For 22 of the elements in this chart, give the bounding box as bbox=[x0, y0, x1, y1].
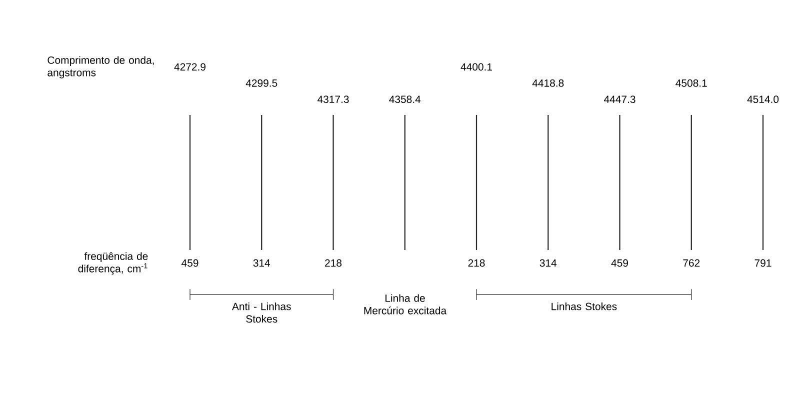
category-label: 4272.9 bbox=[174, 63, 206, 71]
data-label: 314 bbox=[253, 259, 270, 267]
data-label: 791 bbox=[754, 259, 772, 267]
data-label: 459 bbox=[182, 259, 198, 267]
text: Anti - Linhas Stokes bbox=[232, 302, 291, 323]
text: Linhas Stokes bbox=[552, 302, 617, 310]
data-label: 314 bbox=[540, 259, 557, 267]
category-label: 4299.5 bbox=[246, 79, 278, 87]
category-label: 4508.1 bbox=[676, 79, 707, 87]
category-label: 4358.4 bbox=[389, 96, 421, 104]
category-label: 4418.8 bbox=[532, 79, 564, 87]
category-label: 4514.0 bbox=[747, 96, 779, 104]
data-label: 762 bbox=[683, 259, 700, 267]
category-label: 4447.3 bbox=[604, 96, 636, 104]
text: freqüência de diferença, cm$^{-1}$ bbox=[78, 252, 148, 274]
category-label: 4317.3 bbox=[317, 96, 349, 104]
text: Comprimento de onda, angstroms bbox=[48, 56, 154, 78]
text: Linha de Mercúrio excitada bbox=[364, 294, 447, 314]
category-label: 4400.1 bbox=[460, 63, 492, 71]
data-label: 218 bbox=[325, 259, 342, 267]
data-label: 218 bbox=[468, 259, 485, 267]
data-label: 459 bbox=[611, 259, 628, 267]
